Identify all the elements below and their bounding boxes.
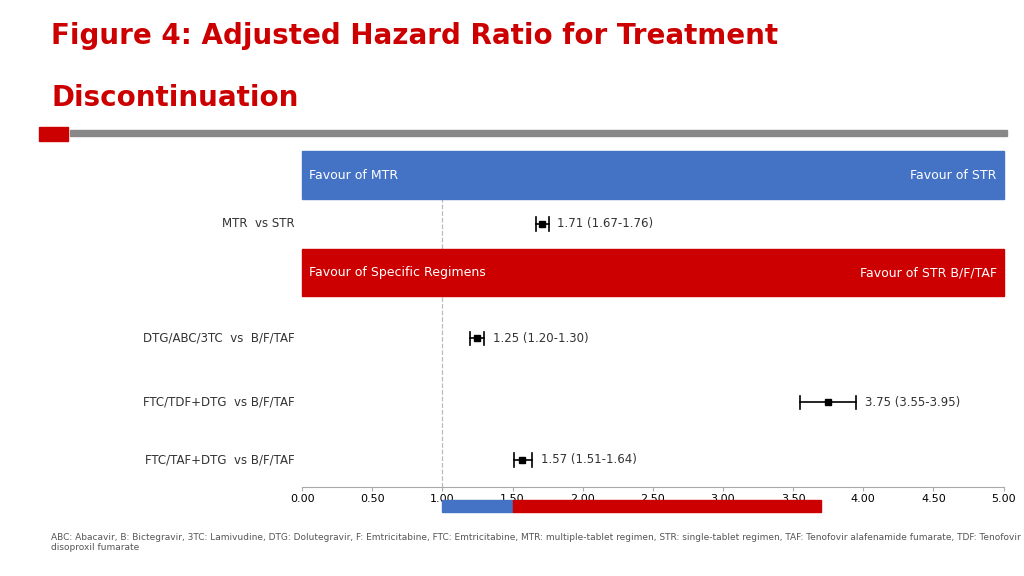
Bar [512,500,821,512]
Text: FTC/TDF+DTG  vs B/F/TAF: FTC/TDF+DTG vs B/F/TAF [143,396,295,409]
Bar [302,249,1004,296]
Text: Figure 4: Adjusted Hazard Ratio for Treatment: Figure 4: Adjusted Hazard Ratio for Trea… [51,22,778,50]
Text: ABC: Abacavir, B: Bictegravir, 3TC: Lamivudine, DTG: Dolutegravir, F: Emtricitab: ABC: Abacavir, B: Bictegravir, 3TC: Lami… [51,533,1021,552]
Bar [70,130,1007,136]
Text: 1.71 (1.67-1.76): 1.71 (1.67-1.76) [557,217,653,230]
Text: Discontinuation: Discontinuation [51,84,299,112]
Text: Favour of Specific Regimens: Favour of Specific Regimens [309,266,485,279]
Text: Favour of MTR: Favour of MTR [309,169,398,181]
Text: 1.57 (1.51-1.64): 1.57 (1.51-1.64) [541,453,637,466]
Bar [39,127,68,141]
Text: Favour of STR: Favour of STR [910,169,996,181]
Text: FTC/TAF+DTG  vs B/F/TAF: FTC/TAF+DTG vs B/F/TAF [145,453,295,466]
Text: 3.75 (3.55-3.95): 3.75 (3.55-3.95) [864,396,959,409]
Text: DTG/ABC/3TC  vs  B/F/TAF: DTG/ABC/3TC vs B/F/TAF [143,332,295,345]
Text: 1.25 (1.20-1.30): 1.25 (1.20-1.30) [493,332,589,345]
Bar [442,500,512,512]
Text: Favour of STR ​B/F/TAF: Favour of STR ​B/F/TAF [859,266,996,279]
Text: MTR  vs STR: MTR vs STR [222,217,295,230]
Bar [302,151,1004,199]
